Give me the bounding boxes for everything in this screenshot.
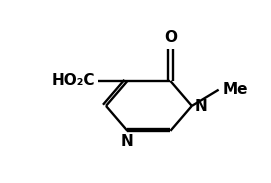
Text: Me: Me <box>223 82 248 97</box>
Text: N: N <box>195 99 208 114</box>
Text: O: O <box>164 30 177 45</box>
Text: N: N <box>121 134 134 149</box>
Text: HO₂C: HO₂C <box>52 73 95 88</box>
